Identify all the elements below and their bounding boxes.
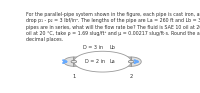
Text: 2: 2 xyxy=(129,74,133,79)
Circle shape xyxy=(71,60,77,63)
Text: 1: 1 xyxy=(72,74,76,79)
Text: La: La xyxy=(109,59,115,64)
Polygon shape xyxy=(74,51,131,72)
Text: D = 2 in: D = 2 in xyxy=(85,59,105,64)
Text: For the parallel-pipe system shown in the figure, each pipe is cast iron, and th: For the parallel-pipe system shown in th… xyxy=(26,12,200,43)
Text: D = 3 in: D = 3 in xyxy=(83,45,103,50)
Bar xyxy=(74,57,131,66)
Circle shape xyxy=(128,60,134,63)
Text: Lb: Lb xyxy=(109,45,115,50)
Polygon shape xyxy=(64,57,141,66)
